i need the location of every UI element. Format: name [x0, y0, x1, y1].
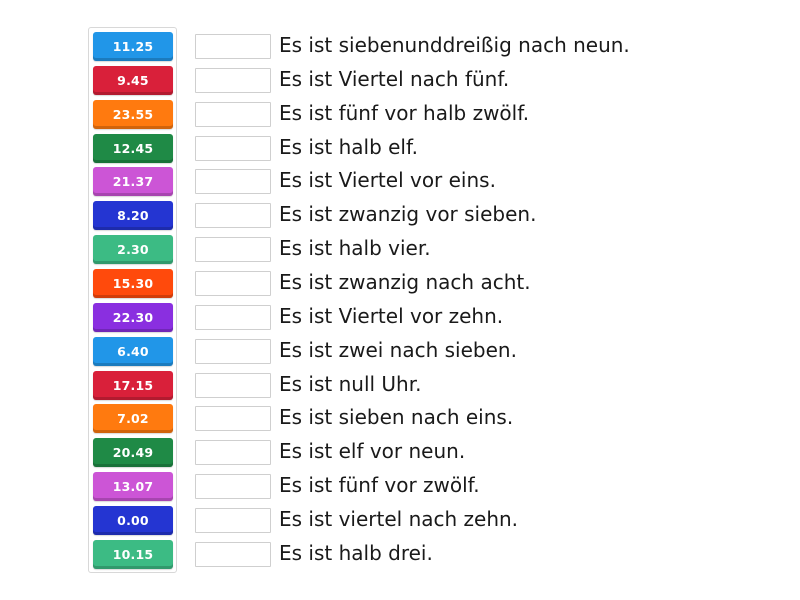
answer-drop-slot[interactable]: [195, 338, 271, 364]
sentence-text: Es ist Viertel vor eins.: [279, 168, 496, 193]
draggable-time-tile[interactable]: 17.15: [93, 370, 173, 400]
answer-drop-slot[interactable]: [195, 270, 271, 296]
answer-drop-slot[interactable]: [195, 372, 271, 398]
draggable-time-tile[interactable]: 23.55: [93, 99, 173, 129]
answer-tile-column: 11.25 9.45 23.55 12.45 21.37 8.20 2.30 15.30 22.…: [88, 27, 177, 573]
answer-drop-slot[interactable]: [195, 474, 271, 500]
sentence-text: Es ist zwanzig vor sieben.: [279, 202, 537, 227]
sentence-text: Es ist sieben nach eins.: [279, 405, 514, 430]
draggable-time-tile[interactable]: 2.30: [93, 235, 173, 265]
answer-drop-slot[interactable]: [195, 203, 271, 229]
answer-drop-slot[interactable]: [195, 67, 271, 93]
sentence-text: Es ist zwei nach sieben.: [279, 337, 517, 362]
sentence-text: Es ist Viertel nach fünf.: [279, 66, 510, 91]
draggable-time-tile[interactable]: 0.00: [93, 505, 173, 535]
draggable-time-tile[interactable]: 7.02: [93, 404, 173, 434]
answer-drop-slot[interactable]: [195, 507, 271, 533]
draggable-time-tile[interactable]: 9.45: [93, 65, 173, 95]
answer-drop-slot[interactable]: [195, 237, 271, 263]
draggable-time-tile[interactable]: 8.20: [93, 201, 173, 231]
sentence-text: Es ist viertel nach zehn.: [279, 506, 519, 531]
answer-drop-slot[interactable]: [195, 34, 271, 59]
sentence-text: Es ist null Uhr.: [279, 371, 422, 396]
sentence-text: Es ist halb drei.: [279, 540, 433, 565]
draggable-time-tile[interactable]: 20.49: [93, 438, 173, 468]
sentence-text: Es ist fünf vor zwölf.: [279, 473, 480, 498]
sentence-text: Es ist elf vor neun.: [279, 439, 466, 464]
answer-drop-slot[interactable]: [195, 440, 271, 466]
sentence-text: Es ist fünf vor halb zwölf.: [279, 100, 530, 125]
answer-drop-slot[interactable]: [195, 304, 271, 330]
draggable-time-tile[interactable]: 11.25: [93, 32, 173, 61]
answer-drop-slot[interactable]: [195, 101, 271, 127]
draggable-time-tile[interactable]: 12.45: [93, 133, 173, 163]
answer-drop-slot[interactable]: [195, 135, 271, 161]
sentence-text: Es ist siebenunddreißig nach neun.: [279, 33, 630, 57]
sentence-text: Es ist halb vier.: [279, 236, 431, 261]
answer-drop-slot[interactable]: [195, 169, 271, 195]
draggable-time-tile[interactable]: 10.15: [93, 539, 173, 569]
answer-drop-slot[interactable]: [195, 406, 271, 432]
sentence-text: Es ist Viertel vor zehn.: [279, 303, 504, 328]
answer-drop-slot[interactable]: [195, 541, 271, 567]
draggable-time-tile[interactable]: 6.40: [93, 336, 173, 366]
draggable-time-tile[interactable]: 13.07: [93, 472, 173, 502]
draggable-time-tile[interactable]: 22.30: [93, 302, 173, 332]
sentence-text: Es ist halb elf.: [279, 134, 418, 159]
draggable-time-tile[interactable]: 21.37: [93, 167, 173, 197]
sentence-text: Es ist zwanzig nach acht.: [279, 269, 531, 294]
draggable-time-tile[interactable]: 15.30: [93, 268, 173, 298]
